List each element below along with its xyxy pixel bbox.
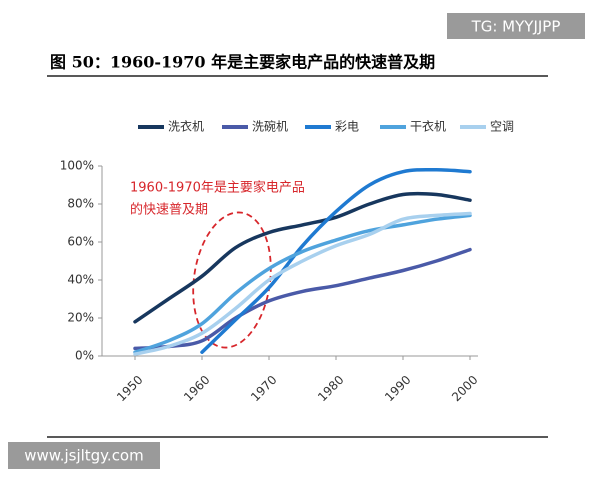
x-tick-label: 1970 <box>248 373 279 404</box>
y-tick-label: 40% <box>67 273 94 287</box>
legend-label: 空调 <box>490 120 514 134</box>
series-line <box>133 191 472 324</box>
legend-label: 洗衣机 <box>168 119 204 134</box>
x-tick-label: 1990 <box>382 373 413 404</box>
series-line <box>133 247 472 351</box>
legend-label: 干衣机 <box>410 119 446 134</box>
series-line <box>200 167 472 354</box>
series-line <box>133 211 472 356</box>
series-line <box>133 213 472 354</box>
legend-label: 洗碗机 <box>252 119 288 134</box>
watermark-box <box>8 442 160 469</box>
annotation: 的快速普及期 <box>130 202 208 218</box>
x-tick-label: 1950 <box>114 373 145 404</box>
x-tick-label: 1980 <box>315 373 346 404</box>
y-tick-label: 0% <box>75 349 94 363</box>
y-tick-label: 80% <box>67 197 94 211</box>
watermark: www.jsjltgy.com <box>24 447 143 465</box>
x-tick-label: 2000 <box>449 373 480 404</box>
y-tick-label: 60% <box>67 235 94 249</box>
chart-title: 图 50：1960-1970 年是主要家电产品的快速普及期 <box>50 53 435 72</box>
x-tick-label: 1960 <box>181 373 212 404</box>
y-tick-label: 20% <box>67 311 94 325</box>
legend-label: 彩电 <box>335 120 359 134</box>
watermark: TG: MYYJJPP <box>471 18 561 36</box>
annotation: 1960-1970年是主要家电产品 <box>130 180 305 196</box>
y-tick-label: 100% <box>60 159 94 173</box>
watermark-box <box>447 13 585 39</box>
